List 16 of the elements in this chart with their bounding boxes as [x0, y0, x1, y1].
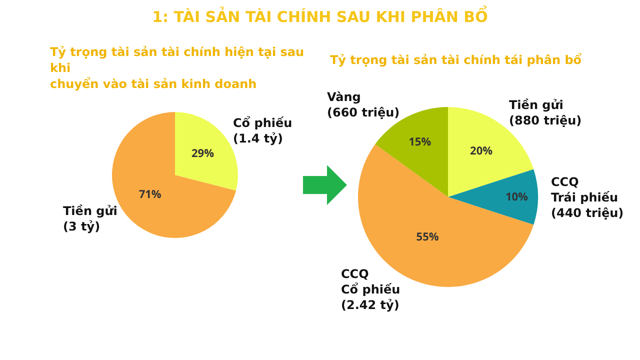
data-label: 55%: [416, 230, 439, 245]
slice-label: Tiền gửi (880 triệu): [509, 98, 582, 128]
slice-label: Tiền gửi (3 tỷ): [63, 204, 118, 234]
slice-label: Cổ phiếu (1.4 tỷ): [233, 116, 292, 146]
slice-label: CCQ Cổ phiếu (2.42 tỷ): [341, 267, 400, 312]
data-label: 71%: [138, 186, 162, 202]
data-label: 29%: [192, 146, 214, 161]
pie-slice: [448, 169, 538, 225]
chart-title: Tỷ trọng tài sản tài chính tái phân bổ: [330, 52, 583, 68]
slice-label: CCQ Trái phiếu (440 triệu): [551, 175, 624, 220]
data-label: 10%: [505, 190, 528, 204]
slice-label: Vàng (660 triệu): [327, 90, 400, 120]
chart-subtitle: Tỷ trọng tài sản tài chính hiện tại sau khi chuyển vào tài sản kinh doanh: [50, 44, 306, 92]
chart-title: 1: TÀI SẢN TÀI CHÍNH SAU KHI PHÂN BỔ: [151, 8, 489, 26]
data-label: 15%: [408, 134, 432, 150]
data-label: 20%: [470, 144, 493, 159]
